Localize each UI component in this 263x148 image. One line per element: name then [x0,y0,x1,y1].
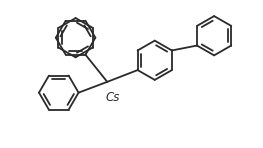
Text: Cs: Cs [105,91,119,104]
